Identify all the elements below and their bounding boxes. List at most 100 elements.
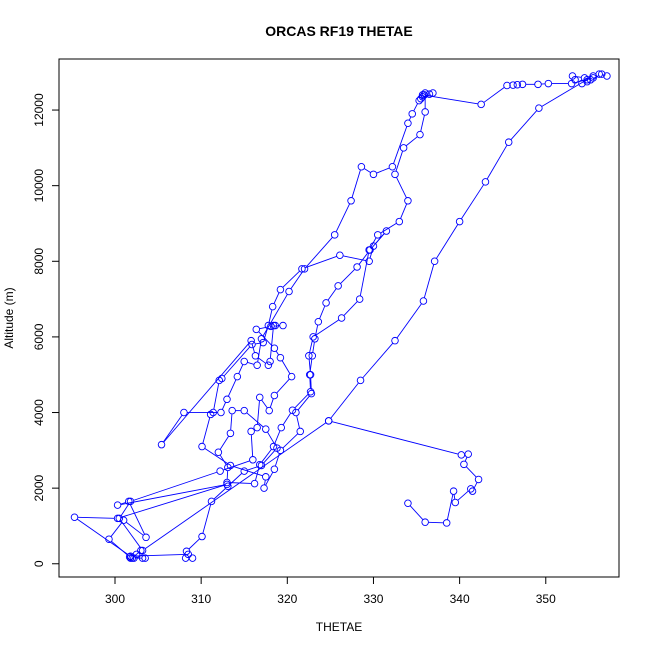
data-point — [408, 110, 416, 118]
series-segment — [541, 77, 591, 107]
data-point — [583, 77, 591, 86]
series-segment — [145, 422, 327, 549]
series-segment — [282, 433, 299, 449]
data-point — [306, 370, 315, 379]
series-segment — [77, 518, 128, 555]
data-point — [255, 393, 264, 402]
y-tick-label: 10000 — [32, 169, 46, 203]
series-segment — [259, 326, 268, 330]
series-0 — [70, 89, 483, 562]
series-segment — [110, 522, 122, 537]
series-segment — [274, 430, 281, 444]
series-segment — [269, 329, 274, 359]
data-point — [449, 487, 458, 495]
series-segment — [396, 303, 422, 339]
data-point — [233, 372, 242, 381]
data-point — [270, 391, 279, 400]
data-point — [240, 357, 248, 366]
data-point — [415, 96, 423, 105]
series-segment — [370, 237, 377, 248]
series-segment — [319, 305, 326, 319]
data-point — [382, 227, 391, 235]
data-point — [481, 178, 490, 186]
data-point — [567, 79, 576, 88]
series-segment — [255, 342, 260, 345]
series-segment — [375, 233, 385, 244]
data-point — [374, 231, 382, 239]
data-point — [568, 72, 577, 80]
data-point — [474, 475, 483, 484]
data-point — [356, 376, 365, 385]
series-segment — [219, 454, 227, 465]
series-segment — [120, 484, 224, 505]
data-point — [277, 423, 286, 432]
series-segment — [281, 360, 291, 374]
data-point — [353, 263, 361, 271]
data-point — [287, 372, 296, 381]
data-point — [251, 352, 260, 360]
data-point — [253, 423, 261, 432]
data-point — [503, 81, 511, 90]
series-segment — [261, 399, 268, 409]
data-point — [298, 265, 306, 273]
series-segment — [351, 169, 361, 198]
series-segment — [457, 490, 469, 501]
series-segment — [273, 292, 280, 304]
data-point — [404, 499, 412, 508]
series-segment — [330, 382, 359, 419]
data-point — [535, 104, 543, 112]
series-segment — [296, 415, 300, 429]
x-tick-label: 340 — [450, 592, 470, 606]
data-point — [198, 442, 206, 451]
data-point — [218, 374, 226, 383]
data-point — [468, 487, 477, 495]
data-point — [580, 74, 589, 82]
data-point — [357, 163, 366, 171]
data-point — [267, 322, 275, 331]
data-point — [365, 246, 373, 254]
data-point — [252, 325, 261, 334]
data-point — [504, 138, 513, 146]
series-segment — [297, 396, 310, 411]
data-point — [369, 242, 378, 250]
series-segment — [258, 331, 273, 347]
data-point — [240, 467, 248, 475]
series-segment — [376, 167, 390, 174]
series-segment — [120, 520, 141, 548]
data-point — [276, 353, 285, 362]
series-segment — [247, 466, 259, 471]
data-point — [268, 302, 277, 311]
data-point — [206, 410, 215, 419]
data-point — [464, 450, 472, 458]
series-segment — [406, 136, 418, 147]
data-point — [355, 295, 364, 303]
series-segment — [464, 457, 468, 462]
series-segment — [204, 448, 228, 464]
data-point — [266, 357, 274, 366]
series-segment — [294, 393, 309, 409]
data-point — [388, 163, 397, 171]
y-tick-label: 2000 — [32, 474, 46, 501]
data-point — [365, 257, 373, 266]
series-segment — [269, 398, 274, 408]
data-point — [589, 74, 597, 82]
series-segment — [395, 151, 403, 172]
series-segment — [473, 482, 478, 489]
data-point — [265, 406, 273, 415]
series-segment — [331, 421, 459, 455]
series-segment — [423, 264, 435, 298]
data-point — [182, 547, 191, 556]
series-segment — [133, 471, 217, 501]
data-point — [250, 479, 259, 488]
series-segment — [364, 168, 371, 173]
data-point — [404, 119, 412, 128]
data-point — [180, 408, 188, 417]
data-point — [216, 467, 224, 475]
series-segment — [483, 87, 505, 103]
series-segment — [306, 237, 333, 267]
data-point — [269, 442, 278, 451]
data-point — [215, 376, 223, 385]
data-point — [115, 514, 124, 523]
data-point — [292, 408, 300, 417]
